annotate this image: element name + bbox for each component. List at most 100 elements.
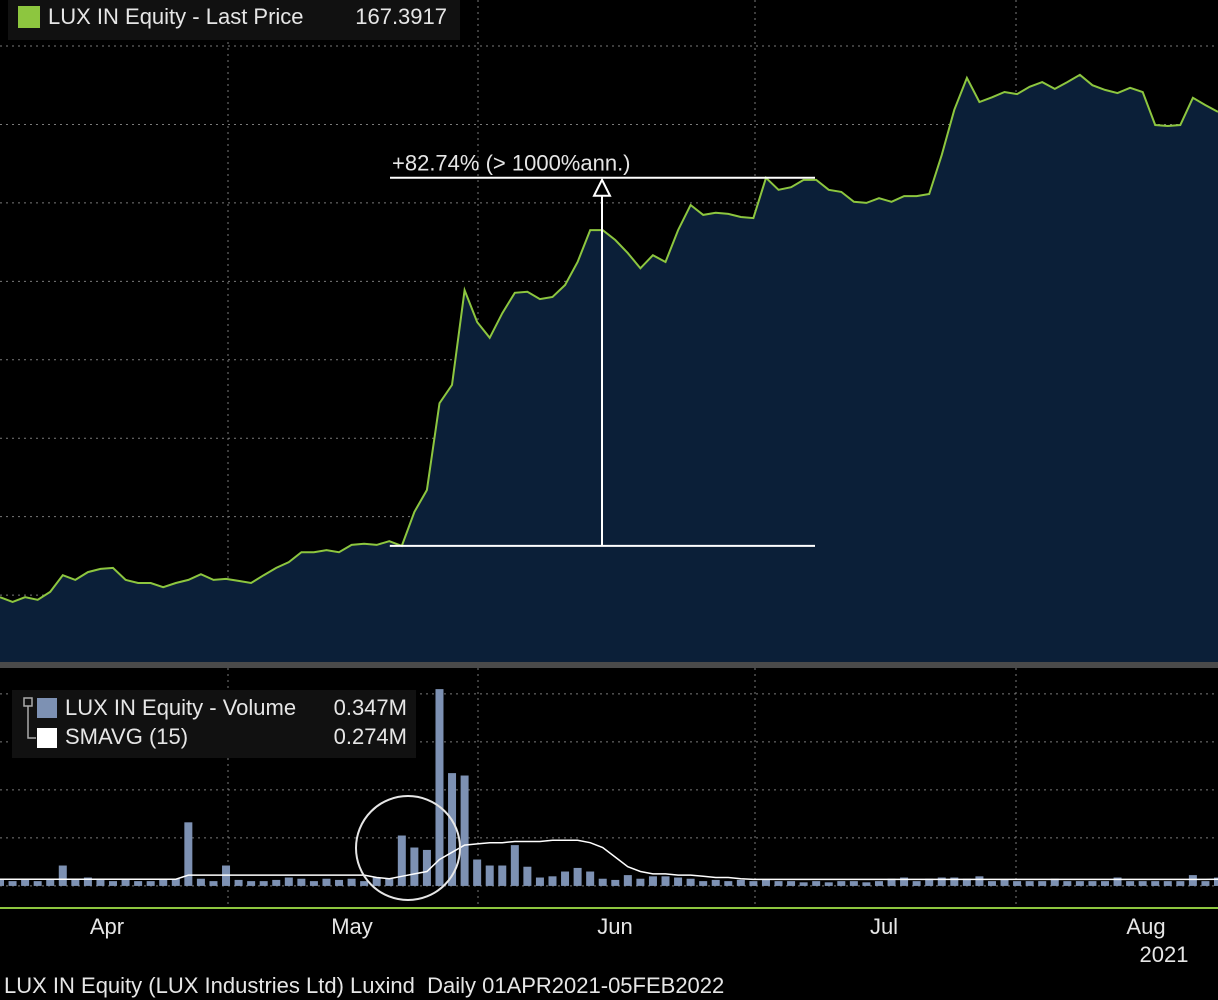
volume-bar <box>987 881 996 886</box>
volume-bar <box>234 879 243 886</box>
volume-bar <box>699 881 708 886</box>
volume-bar <box>937 877 946 886</box>
volume-bar <box>96 879 105 886</box>
volume-bar <box>975 876 984 886</box>
volume-bar <box>1063 881 1072 886</box>
volume-bar <box>309 881 318 886</box>
volume-bar <box>297 878 306 886</box>
volume-bar <box>561 871 570 886</box>
legend-label: LUX IN Equity - Volume <box>65 695 296 720</box>
volume-bar <box>46 878 55 886</box>
volume-bar <box>849 881 858 886</box>
volume-bar <box>1126 881 1135 886</box>
volume-bar <box>1113 877 1122 886</box>
volume-bar <box>184 822 193 886</box>
legend-box <box>8 0 460 40</box>
volume-bar <box>535 877 544 886</box>
annotation-arrowhead <box>592 177 612 197</box>
volume-bar <box>887 878 896 886</box>
volume-bar <box>272 879 281 886</box>
volume-bar <box>498 865 507 886</box>
volume-bar <box>473 859 482 886</box>
volume-bar <box>171 878 180 886</box>
volume-bar <box>623 875 632 886</box>
volume-bar <box>611 879 620 886</box>
volume-bar <box>812 881 821 886</box>
volume-bar <box>736 879 745 886</box>
volume-bar <box>159 879 168 886</box>
volume-bar <box>1201 881 1210 886</box>
volume-bar <box>1188 875 1197 886</box>
price-line <box>0 73 1218 603</box>
volume-bar <box>837 881 846 886</box>
x-tick-label: Apr <box>90 914 124 939</box>
volume-bar <box>410 847 419 886</box>
volume-bar <box>636 878 645 886</box>
volume-bar <box>523 866 532 886</box>
volume-bar <box>397 835 406 886</box>
volume-bar <box>1163 881 1172 886</box>
volume-bar <box>460 775 469 886</box>
volume-bar <box>146 881 155 886</box>
volume-bar <box>71 878 80 886</box>
volume-bar <box>121 879 130 886</box>
x-tick-label: Jun <box>597 914 632 939</box>
legend-label: SMAVG (15) <box>65 724 188 749</box>
volume-bar <box>1025 881 1034 886</box>
volume-bar <box>648 876 657 886</box>
volume-bar <box>448 773 457 886</box>
footer: LUX IN Equity (LUX Industries Ltd) Luxin… <box>4 973 724 998</box>
volume-bar <box>962 878 971 886</box>
volume-bar <box>1100 881 1109 886</box>
volume-bar <box>724 881 733 886</box>
legend-value: 0.274M <box>334 724 407 749</box>
volume-bar <box>134 881 143 886</box>
volume-bar <box>247 881 256 886</box>
volume-bar <box>8 881 17 886</box>
volume-bar <box>1050 878 1059 886</box>
volume-bar <box>109 881 118 886</box>
volume-bar <box>912 881 921 886</box>
volume-bar <box>58 865 67 886</box>
volume-bar <box>360 881 369 886</box>
volume-bar <box>33 881 42 886</box>
volume-bar <box>1000 879 1009 886</box>
annotation-text: +82.74% (> 1000%ann.) <box>392 151 631 176</box>
volume-bar <box>711 879 720 886</box>
volume-bar <box>1075 881 1084 886</box>
legend-swatch <box>18 6 40 28</box>
volume-bar <box>661 876 670 886</box>
volume-bar <box>196 878 205 886</box>
volume-bar <box>1138 881 1147 886</box>
volume-bar <box>686 878 695 886</box>
volume-bar <box>787 881 796 886</box>
legend-tree <box>23 697 36 739</box>
volume-bar <box>21 879 30 886</box>
volume-bar <box>0 879 4 886</box>
volume-bar <box>761 879 770 886</box>
volume-bar <box>1038 881 1047 886</box>
x-year-label: 2021 <box>1140 942 1189 967</box>
volume-bar <box>1013 881 1022 886</box>
highlight-circle <box>355 795 461 901</box>
legend-swatch <box>37 728 57 748</box>
legend-value: 167.3917 <box>355 4 447 29</box>
volume-bar <box>925 878 934 886</box>
smavg-line <box>0 839 1218 881</box>
volume-bar <box>573 867 582 886</box>
x-tick-label: May <box>331 914 373 939</box>
x-tick-label: Aug <box>1126 914 1165 939</box>
volume-bar <box>548 876 557 886</box>
volume-bar <box>1151 881 1160 886</box>
volume-bar <box>259 881 268 886</box>
volume-bar <box>1088 881 1097 886</box>
volume-bar <box>385 878 394 886</box>
volume-bar <box>774 881 783 886</box>
volume-bar <box>422 849 431 886</box>
legend-label: LUX IN Equity - Last Price <box>48 4 304 29</box>
volume-bar <box>209 881 218 886</box>
price-area <box>0 74 1218 663</box>
volume-bar <box>335 879 344 886</box>
volume-bar <box>485 865 494 886</box>
